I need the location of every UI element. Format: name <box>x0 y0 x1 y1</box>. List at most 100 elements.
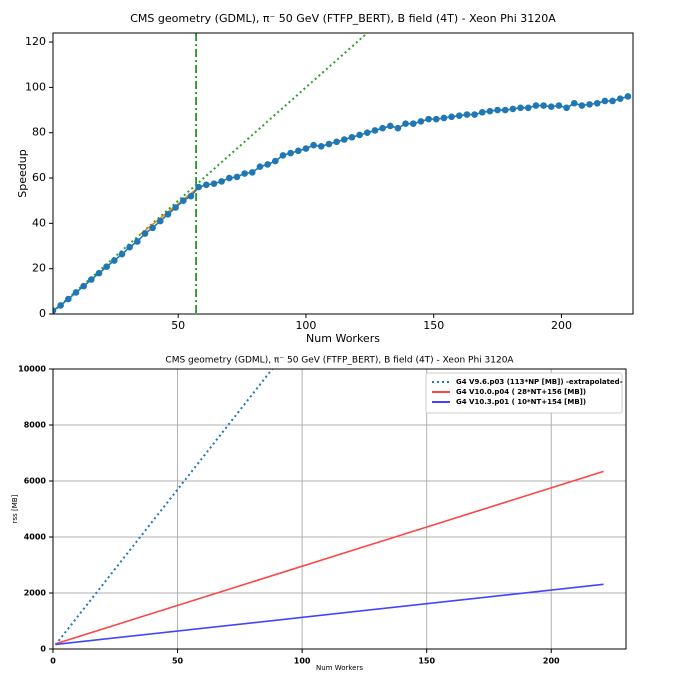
data-point <box>593 99 601 107</box>
legend-box <box>425 372 623 414</box>
y-axis-label: rss [MB] <box>11 494 19 523</box>
x-tick-label: 100 <box>294 657 311 666</box>
legend-label: G4 V10.0.p04 ( 28*NT+156 [MB]) <box>456 388 586 396</box>
data-point <box>134 238 141 245</box>
data-point <box>563 104 570 112</box>
data-point <box>241 170 248 177</box>
data-point <box>547 103 555 110</box>
data-point <box>187 192 195 200</box>
data-point <box>417 118 425 125</box>
x-tick-label: 100 <box>295 319 316 332</box>
data-point <box>157 217 164 225</box>
legend-label: G4 V10.3.p01 ( 10*NT+154 [MB]) <box>456 398 586 406</box>
data-point <box>601 97 609 105</box>
data-point <box>624 93 632 100</box>
data-point <box>264 161 271 168</box>
data-point <box>233 173 241 181</box>
y-tick-label: 20 <box>32 262 46 275</box>
data-point <box>616 95 624 103</box>
data-point <box>195 183 202 191</box>
data-point <box>517 104 524 112</box>
data-point <box>409 120 417 127</box>
data-point <box>118 250 126 258</box>
y-tick-label: 40 <box>32 216 46 229</box>
data-point <box>455 112 463 120</box>
data-point <box>501 106 509 114</box>
data-point <box>394 124 402 132</box>
series-line <box>54 369 274 646</box>
data-point <box>333 138 340 146</box>
x-tick-label: 150 <box>418 657 435 666</box>
data-point <box>302 145 310 152</box>
y-tick-label: 80 <box>32 126 46 139</box>
data-point <box>509 105 517 113</box>
data-point <box>540 102 547 109</box>
axes-frame <box>52 368 627 650</box>
data-point <box>486 107 494 115</box>
data-point <box>471 111 478 118</box>
data-point <box>65 295 72 303</box>
y-tick-label: 0 <box>39 307 46 320</box>
x-tick-label: 50 <box>172 657 184 666</box>
series-line <box>55 583 604 646</box>
x-tick-label: 200 <box>551 319 572 332</box>
y-tick-label: 6000 <box>24 477 47 486</box>
data-point <box>225 174 233 182</box>
data-point <box>149 224 156 232</box>
y-tick-label: 120 <box>25 35 46 48</box>
y-tick-label: 4000 <box>24 533 47 542</box>
data-point <box>425 115 432 123</box>
data-point <box>317 143 325 150</box>
data-point <box>609 97 616 105</box>
data-point <box>494 106 501 114</box>
data-point <box>279 152 287 159</box>
data-point <box>111 257 118 264</box>
plot-area <box>54 369 604 646</box>
plot-area <box>53 33 632 314</box>
data-point <box>72 289 80 296</box>
y-tick-label: 100 <box>25 80 46 93</box>
y-tick-label: 60 <box>32 171 46 184</box>
data-point <box>294 147 302 155</box>
data-point <box>218 178 225 185</box>
data-point <box>256 163 264 171</box>
data-point <box>325 140 333 148</box>
data-point <box>478 109 486 116</box>
series-line <box>55 470 604 645</box>
y-tick-label: 0 <box>40 645 46 654</box>
x-tick-label: 50 <box>171 319 185 332</box>
x-tick-label: 150 <box>423 319 444 332</box>
data-point <box>126 243 133 251</box>
data-point <box>103 263 110 270</box>
data-point <box>371 127 379 134</box>
data-point <box>95 269 103 277</box>
x-tick-label: 200 <box>543 657 560 666</box>
data-point <box>340 136 348 143</box>
data-point <box>440 114 448 122</box>
data-point <box>448 113 455 121</box>
data-point <box>248 169 256 176</box>
data-point <box>386 122 394 130</box>
data-point <box>555 102 563 109</box>
data-point <box>570 99 578 107</box>
data-point <box>586 101 593 108</box>
data-point <box>180 197 187 204</box>
data-point <box>172 204 179 211</box>
data-point <box>164 210 172 218</box>
data-point <box>402 120 409 127</box>
x-axis-label: Num Workers <box>306 332 380 345</box>
y-tick-label: 2000 <box>24 589 47 598</box>
data-point <box>57 302 64 309</box>
data-point <box>524 104 532 112</box>
x-axis-label: Num Workers <box>316 664 363 672</box>
data-point <box>287 149 294 157</box>
y-tick-label: 8000 <box>24 421 47 430</box>
axes-frame <box>52 32 634 315</box>
series-line <box>53 95 629 312</box>
data-point <box>53 307 57 314</box>
data-point <box>310 141 317 149</box>
data-point <box>463 111 471 118</box>
data-point <box>88 276 95 283</box>
y-tick-label: 10000 <box>18 365 46 374</box>
